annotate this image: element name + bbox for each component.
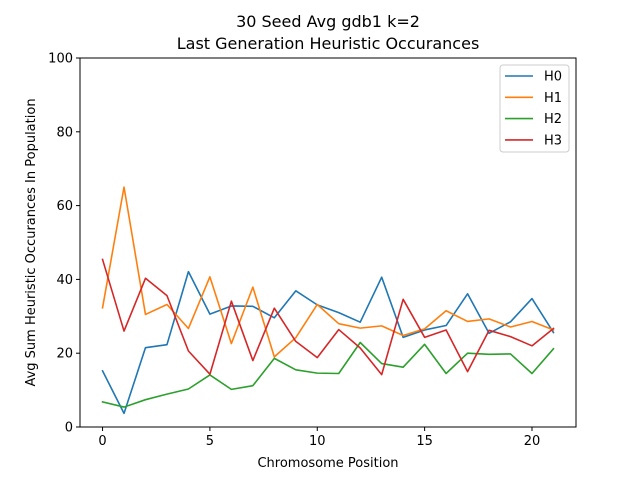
series-layer: [101, 186, 555, 415]
x-tick-label: 15: [416, 434, 433, 449]
x-tick-label: 0: [98, 434, 106, 449]
legend-label-h1: H1: [544, 91, 562, 106]
chart-title-line-1: 30 Seed Avg gdb1 k=2: [236, 12, 420, 31]
series-line-h2: [101, 341, 555, 408]
y-tick-label: 0: [65, 421, 73, 436]
series-line-h0: [101, 270, 555, 415]
y-tick-label: 20: [56, 347, 73, 362]
x-tick-label: 5: [206, 434, 214, 449]
series-line-h1: [101, 186, 555, 358]
y-tick-label: 100: [48, 52, 73, 67]
y-axis: 0 20 40 60 80 100: [48, 52, 80, 436]
legend-label-h2: H2: [544, 112, 562, 127]
y-tick-label: 40: [56, 273, 73, 288]
y-axis-label: Avg Sum Heuristic Occurances In Populati…: [24, 98, 39, 386]
series-line-h3: [101, 258, 555, 376]
legend-label-h3: H3: [544, 133, 562, 148]
plot-area: [79, 57, 577, 428]
chart-title-line-2: Last Generation Heuristic Occurances: [177, 34, 480, 53]
y-tick-label: 80: [56, 125, 73, 140]
legend-box: [499, 64, 570, 153]
y-tick-label: 60: [56, 199, 73, 214]
x-tick-label: 10: [309, 434, 326, 449]
x-tick-label: 20: [524, 434, 541, 449]
legend-label-h0: H0: [544, 70, 562, 85]
x-axis: 0 5 10 15 20: [98, 427, 540, 449]
axes-frame: [79, 57, 577, 428]
x-axis-label: Chromosome Position: [257, 456, 398, 471]
legend: H0 H1 H2 H3: [499, 64, 570, 153]
